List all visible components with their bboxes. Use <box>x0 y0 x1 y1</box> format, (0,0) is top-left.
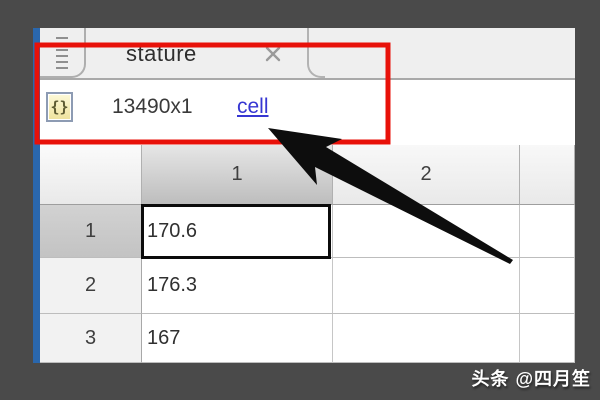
table-cell[interactable]: 170.6 <box>142 205 333 258</box>
cell-array-icon: {} <box>46 92 73 122</box>
row-header[interactable]: 3 <box>40 314 142 363</box>
variable-type-link[interactable]: cell <box>237 95 269 118</box>
variable-table: 1 2 1 170.6 2 176.3 3 167 <box>40 145 575 363</box>
grip-icon[interactable] <box>40 28 86 78</box>
row-header[interactable]: 1 <box>40 205 142 258</box>
variable-dimensions: 13490x1 <box>112 95 193 118</box>
table-cell[interactable] <box>333 314 520 363</box>
column-header-2[interactable]: 2 <box>333 145 520 205</box>
close-icon[interactable] <box>263 44 283 64</box>
table-cell[interactable]: 176.3 <box>142 258 333 314</box>
variable-editor-panel: stature {} 13490x1 cell 1 2 1 170.6 2 1 <box>33 28 575 363</box>
document-tab-bar: stature <box>40 28 575 80</box>
table-corner-header[interactable] <box>40 145 142 205</box>
row-header[interactable]: 2 <box>40 258 142 314</box>
table-cell[interactable] <box>333 258 520 314</box>
table-cell[interactable]: 167 <box>142 314 333 363</box>
column-header-3[interactable] <box>520 145 575 205</box>
watermark-text: 头条 @四月笙 <box>471 369 591 389</box>
tab-stature[interactable]: stature <box>126 41 197 66</box>
column-header-1[interactable]: 1 <box>142 145 333 205</box>
table-cell[interactable] <box>333 205 520 258</box>
tab-edge-divider <box>307 28 325 78</box>
table-cell[interactable] <box>520 205 575 258</box>
cell-array-icon-glyph: {} <box>50 98 69 116</box>
panel-accent-bar <box>33 28 40 363</box>
variable-summary-bar: {} 13490x1 cell <box>40 80 575 145</box>
table-cell[interactable] <box>520 314 575 363</box>
table-cell[interactable] <box>520 258 575 314</box>
